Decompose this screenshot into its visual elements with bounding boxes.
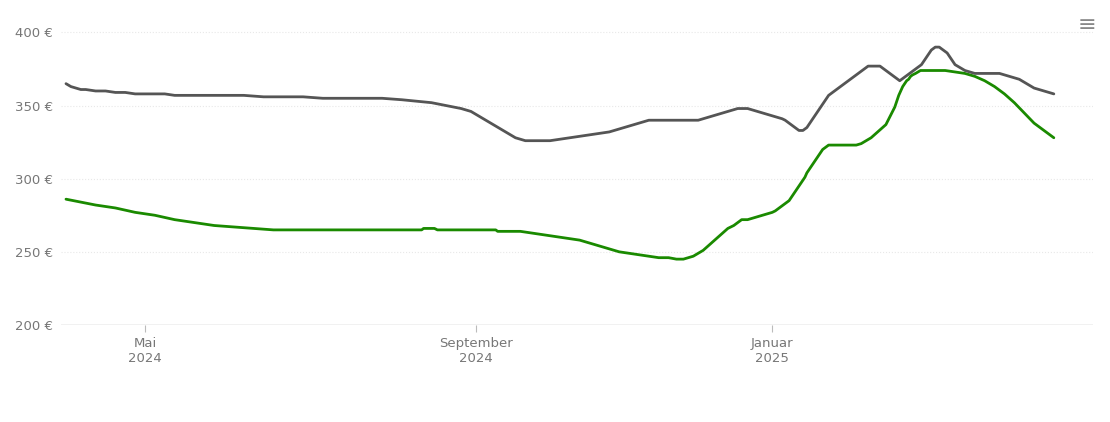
Text: ≡: ≡ (1078, 15, 1097, 35)
